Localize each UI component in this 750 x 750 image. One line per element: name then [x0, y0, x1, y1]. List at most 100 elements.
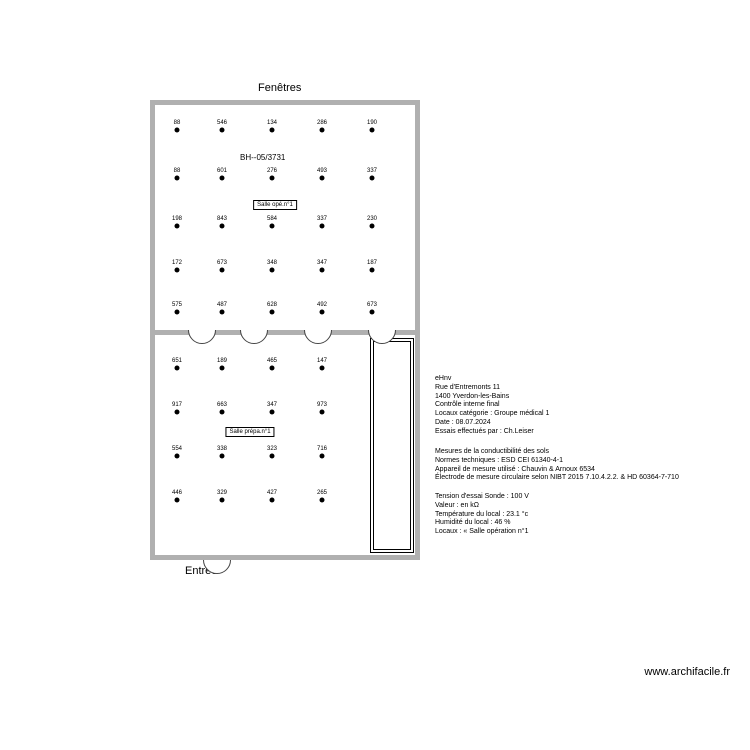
measurement-point — [175, 454, 180, 459]
floor-plan-canvas: Fenêtres Entrée BH--05/3731 Salle opé.n°… — [0, 0, 750, 750]
measurement-value: 147 — [317, 358, 327, 364]
measurement-point — [320, 176, 325, 181]
measurement-point — [370, 128, 375, 133]
measurement-point — [175, 310, 180, 315]
measurement-value: 651 — [172, 358, 182, 364]
info-line: Rue d'Entremonts 11 — [435, 384, 549, 393]
measurement-value: 584 — [267, 216, 277, 222]
measurement-value: 487 — [217, 302, 227, 308]
measurement-point — [320, 128, 325, 133]
info-line: Mesures de la conductibilité des sols — [435, 448, 679, 457]
measurement-point — [370, 268, 375, 273]
measurement-point — [320, 410, 325, 415]
measurement-value: 716 — [317, 446, 327, 452]
measurement-value: 673 — [217, 260, 227, 266]
info-line: Contrôle interne final — [435, 401, 549, 410]
info-line: Normes techniques : ESD CEI 61340-4-1 — [435, 457, 679, 466]
info-line: Essais effectués par : Ch.Leiser — [435, 428, 549, 437]
info-line: Électrode de mesure circulaire selon NIB… — [435, 474, 679, 483]
equipment-closet-inner — [373, 341, 411, 550]
measurement-point — [220, 128, 225, 133]
measurement-point — [175, 176, 180, 181]
watermark-link[interactable]: www.archifacile.fr — [644, 666, 730, 678]
measurement-value: 230 — [367, 216, 377, 222]
measurement-value: 286 — [317, 120, 327, 126]
measurement-value: 329 — [217, 490, 227, 496]
windows-label: Fenêtres — [258, 82, 301, 94]
measurement-value: 88 — [174, 120, 181, 126]
measurement-value: 493 — [317, 168, 327, 174]
measurement-point — [220, 176, 225, 181]
info-line: Humidité du local : 46 % — [435, 519, 529, 528]
measurement-value: 446 — [172, 490, 182, 496]
measurement-point — [320, 498, 325, 503]
measurement-point — [270, 176, 275, 181]
info-line: 1400 Yverdon-les-Bains — [435, 393, 549, 402]
measurement-value: 843 — [217, 216, 227, 222]
measurement-value: 265 — [317, 490, 327, 496]
measurement-point — [175, 410, 180, 415]
measurement-value: 465 — [267, 358, 277, 364]
info-block-header: eHnvRue d'Entremonts 111400 Yverdon-les-… — [435, 375, 549, 436]
measurement-value: 172 — [172, 260, 182, 266]
measurement-value: 190 — [367, 120, 377, 126]
info-line: Locaux catégorie : Groupe médical 1 — [435, 410, 549, 419]
measurement-point — [270, 498, 275, 503]
measurement-point — [320, 454, 325, 459]
measurement-point — [320, 366, 325, 371]
measurement-point — [270, 366, 275, 371]
measurement-point — [220, 498, 225, 503]
measurement-point — [175, 366, 180, 371]
measurement-value: 973 — [317, 402, 327, 408]
measurement-point — [220, 410, 225, 415]
measurement-value: 917 — [172, 402, 182, 408]
measurement-value: 337 — [317, 216, 327, 222]
info-line: Valeur : en kΩ — [435, 502, 529, 511]
measurement-point — [270, 310, 275, 315]
measurement-point — [320, 268, 325, 273]
info-line: eHnv — [435, 375, 549, 384]
measurement-value: 348 — [267, 260, 277, 266]
info-line: Température du local : 23.1 °c — [435, 511, 529, 520]
measurement-value: 198 — [172, 216, 182, 222]
measurement-point — [175, 224, 180, 229]
measurement-value: 338 — [217, 446, 227, 452]
info-line: Date : 08.07.2024 — [435, 419, 549, 428]
measurement-point — [270, 128, 275, 133]
measurement-value: 554 — [172, 446, 182, 452]
measurement-point — [220, 224, 225, 229]
info-line: Locaux : « Salle opération n°1 — [435, 528, 529, 537]
measurement-point — [270, 454, 275, 459]
measurement-point — [270, 268, 275, 273]
measurement-value: 601 — [217, 168, 227, 174]
measurement-point — [175, 128, 180, 133]
measurement-value: 189 — [217, 358, 227, 364]
measurement-value: 663 — [217, 402, 227, 408]
measurement-value: 628 — [267, 302, 277, 308]
measurement-point — [370, 310, 375, 315]
measurement-value: 88 — [174, 168, 181, 174]
measurement-value: 323 — [267, 446, 277, 452]
info-line: Appareil de mesure utilisé : Chauvin & A… — [435, 466, 679, 475]
measurement-point — [220, 366, 225, 371]
info-block-conditions: Tension d'essai Sonde : 100 VValeur : en… — [435, 493, 529, 537]
info-line: Tension d'essai Sonde : 100 V — [435, 493, 529, 502]
measurement-point — [320, 310, 325, 315]
room-label-lower: Salle prépa.n°1 — [225, 427, 274, 437]
measurement-point — [270, 224, 275, 229]
measurement-value: 134 — [267, 120, 277, 126]
measurement-value: 546 — [217, 120, 227, 126]
room-label-upper: Salle opé.n°1 — [253, 200, 297, 210]
measurement-point — [175, 498, 180, 503]
measurement-point — [270, 410, 275, 415]
measurement-value: 673 — [367, 302, 377, 308]
measurement-point — [370, 224, 375, 229]
measurement-point — [220, 268, 225, 273]
measurement-point — [320, 224, 325, 229]
measurement-value: 575 — [172, 302, 182, 308]
measurement-value: 187 — [367, 260, 377, 266]
measurement-value: 492 — [317, 302, 327, 308]
measurement-point — [220, 454, 225, 459]
measurement-point — [175, 268, 180, 273]
measurement-value: 347 — [267, 402, 277, 408]
